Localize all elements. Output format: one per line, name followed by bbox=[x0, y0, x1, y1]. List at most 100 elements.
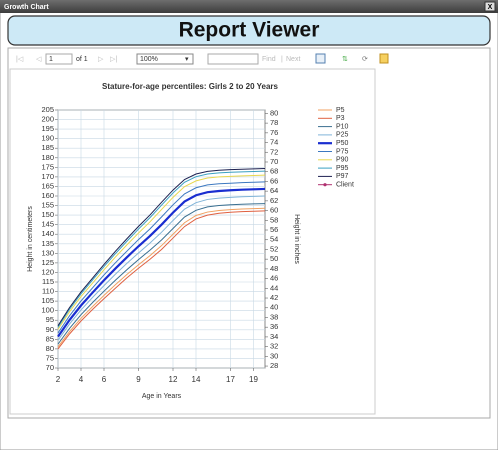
legend-label: P75 bbox=[336, 148, 349, 155]
y-tick-label: 140 bbox=[41, 229, 54, 238]
x-tick-label: 19 bbox=[249, 375, 258, 384]
y-tick-label: 80 bbox=[46, 344, 54, 353]
legend-label: P5 bbox=[336, 107, 345, 114]
y2-tick-label: 60 bbox=[270, 206, 278, 215]
y-tick-label: 75 bbox=[46, 353, 54, 362]
series-line bbox=[57, 167, 266, 327]
legend-label: P25 bbox=[336, 132, 349, 139]
last-page[interactable]: ▷| bbox=[110, 56, 117, 63]
y2-tick-label: 80 bbox=[270, 108, 278, 117]
y-tick-label: 150 bbox=[41, 210, 54, 219]
x-tick-label: 2 bbox=[56, 375, 61, 384]
next-link[interactable]: Next bbox=[286, 56, 300, 63]
y-tick-label: 110 bbox=[42, 287, 54, 296]
y2-tick-label: 62 bbox=[270, 196, 278, 205]
chart-title: Stature-for-age percentiles: Girls 2 to … bbox=[102, 82, 278, 91]
y2-tick-label: 34 bbox=[270, 332, 278, 341]
series-line bbox=[57, 203, 266, 345]
y2-axis-label: Height in inches bbox=[293, 214, 300, 264]
y2-tick-label: 36 bbox=[270, 322, 278, 331]
x-tick-label: 9 bbox=[136, 375, 141, 384]
chart: Stature-for-age percentiles: Girls 2 to … bbox=[27, 82, 354, 400]
next-page[interactable]: ▷ bbox=[98, 56, 104, 63]
y-tick-label: 170 bbox=[41, 172, 54, 181]
series-line bbox=[57, 181, 266, 334]
plot-area bbox=[57, 109, 266, 369]
y2-tick-label: 44 bbox=[270, 283, 278, 292]
y2-tick-label: 56 bbox=[270, 225, 278, 234]
y-axis-label: Height in centimeters bbox=[27, 206, 34, 272]
y2-tick-label: 32 bbox=[270, 342, 278, 351]
first-page[interactable]: |◁ bbox=[16, 56, 24, 63]
y2-tick-label: 76 bbox=[270, 128, 278, 137]
y-tick-label: 95 bbox=[46, 315, 54, 324]
y-tick-label: 70 bbox=[46, 363, 54, 372]
page-number: 1 bbox=[49, 56, 53, 63]
series-line bbox=[57, 210, 266, 350]
legend-label: P95 bbox=[336, 165, 349, 172]
y-tick-label: 135 bbox=[41, 239, 54, 248]
y2-tick-label: 64 bbox=[270, 186, 278, 195]
x-tick-label: 4 bbox=[79, 375, 84, 384]
y-tick-label: 100 bbox=[41, 306, 54, 315]
series-line bbox=[57, 170, 266, 328]
legend-label: P97 bbox=[336, 173, 349, 180]
y2-tick-label: 42 bbox=[270, 293, 278, 302]
toolbar-separator: | bbox=[281, 56, 283, 63]
y-tick-label: 205 bbox=[41, 105, 54, 114]
x-tick-label: 17 bbox=[226, 375, 235, 384]
page-count: of 1 bbox=[76, 56, 88, 63]
find-input[interactable] bbox=[207, 53, 259, 65]
y-tick-label: 195 bbox=[41, 124, 54, 133]
window-title: Growth Chart bbox=[4, 4, 49, 11]
y2-tick-label: 30 bbox=[270, 351, 278, 360]
y-tick-label: 190 bbox=[41, 134, 54, 143]
series-line bbox=[57, 195, 266, 341]
layout-icon[interactable] bbox=[379, 53, 389, 64]
y2-tick-label: 66 bbox=[270, 176, 278, 185]
export-icon[interactable] bbox=[315, 53, 326, 64]
y2-tick-label: 70 bbox=[270, 157, 278, 166]
y-tick-label: 130 bbox=[41, 248, 54, 257]
y-tick-label: 115 bbox=[42, 277, 54, 286]
y-tick-label: 85 bbox=[46, 334, 54, 343]
close-button[interactable] bbox=[484, 1, 496, 12]
y2-tick-label: 46 bbox=[270, 274, 278, 283]
x-axis-label: Age in Years bbox=[142, 393, 182, 400]
y2-tick-label: 68 bbox=[270, 167, 278, 176]
close-label: X bbox=[488, 4, 493, 11]
y2-tick-label: 48 bbox=[270, 264, 278, 273]
legend-marker bbox=[323, 183, 327, 187]
y-tick-label: 160 bbox=[41, 191, 54, 200]
y2-tick-label: 52 bbox=[270, 244, 278, 253]
find-link[interactable]: Find bbox=[262, 56, 276, 63]
legend-label: P90 bbox=[336, 157, 349, 164]
y-tick-label: 165 bbox=[41, 181, 54, 190]
y-tick-label: 175 bbox=[41, 162, 54, 171]
y2-tick-label: 54 bbox=[270, 235, 278, 244]
header bbox=[7, 15, 491, 46]
y2-tick-label: 28 bbox=[270, 361, 278, 370]
y-tick-label: 180 bbox=[41, 153, 54, 162]
series-line bbox=[57, 207, 266, 348]
legend-label: P3 bbox=[336, 115, 345, 122]
y2-tick-label: 74 bbox=[270, 138, 278, 147]
title-bar bbox=[0, 0, 498, 13]
prev-page[interactable]: ◁ bbox=[36, 56, 42, 63]
refresh-icon[interactable]: ⇅ bbox=[342, 56, 348, 63]
zoom-select[interactable] bbox=[136, 53, 194, 65]
x-tick-label: 14 bbox=[192, 375, 201, 384]
toolbar: |◁ ◁ 1 of 1 ▷ ▷| 100% ▾ Find | Next ⇅ ⟳ bbox=[16, 53, 389, 65]
y2-tick-label: 50 bbox=[270, 254, 278, 263]
header-title: Report Viewer bbox=[179, 19, 320, 42]
legend-label: P50 bbox=[336, 140, 349, 147]
legend-label: Client bbox=[336, 182, 354, 189]
x-tick-label: 6 bbox=[102, 375, 107, 384]
y-tick-label: 145 bbox=[41, 220, 54, 229]
page-input[interactable] bbox=[45, 53, 73, 65]
legend-label: P10 bbox=[336, 123, 349, 130]
x-tick-label: 12 bbox=[169, 375, 178, 384]
print-icon[interactable]: ⟳ bbox=[362, 56, 368, 63]
